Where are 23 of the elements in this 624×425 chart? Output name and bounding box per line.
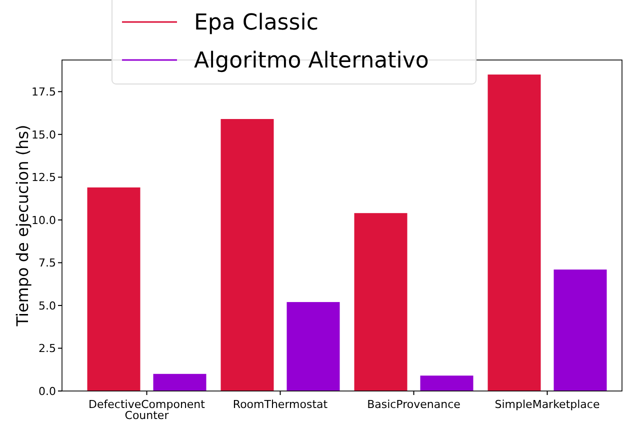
x-tick-label: BasicProvenance <box>367 398 461 411</box>
legend-label: Algoritmo Alternativo <box>194 48 429 74</box>
y-tick-label: 10.0 <box>32 214 56 227</box>
y-tick-label: 5.0 <box>38 299 56 312</box>
x-tick-label: DefectiveComponent Counter <box>88 398 206 422</box>
y-tick-label: 7.5 <box>38 256 56 270</box>
bar <box>153 374 206 391</box>
y-tick-label: 0.0 <box>38 384 56 398</box>
bar <box>354 213 408 391</box>
bar <box>488 74 541 391</box>
bar <box>286 302 340 391</box>
y-tick-label: 2.5 <box>38 342 56 356</box>
legend-label: Epa Classic <box>194 10 318 36</box>
bar <box>87 187 140 391</box>
y-tick-label: 17.5 <box>32 85 56 98</box>
bar <box>554 270 607 391</box>
y-axis-title: Tiempo de ejecucion (hs) <box>13 124 32 328</box>
x-tick-label: RoomThermostat <box>232 398 328 411</box>
y-tick-label: 12.5 <box>32 171 56 184</box>
x-tick-label: SimpleMarketplace <box>494 398 600 411</box>
bar <box>420 376 474 391</box>
bar <box>220 119 274 391</box>
y-tick-label: 15.0 <box>32 128 56 142</box>
